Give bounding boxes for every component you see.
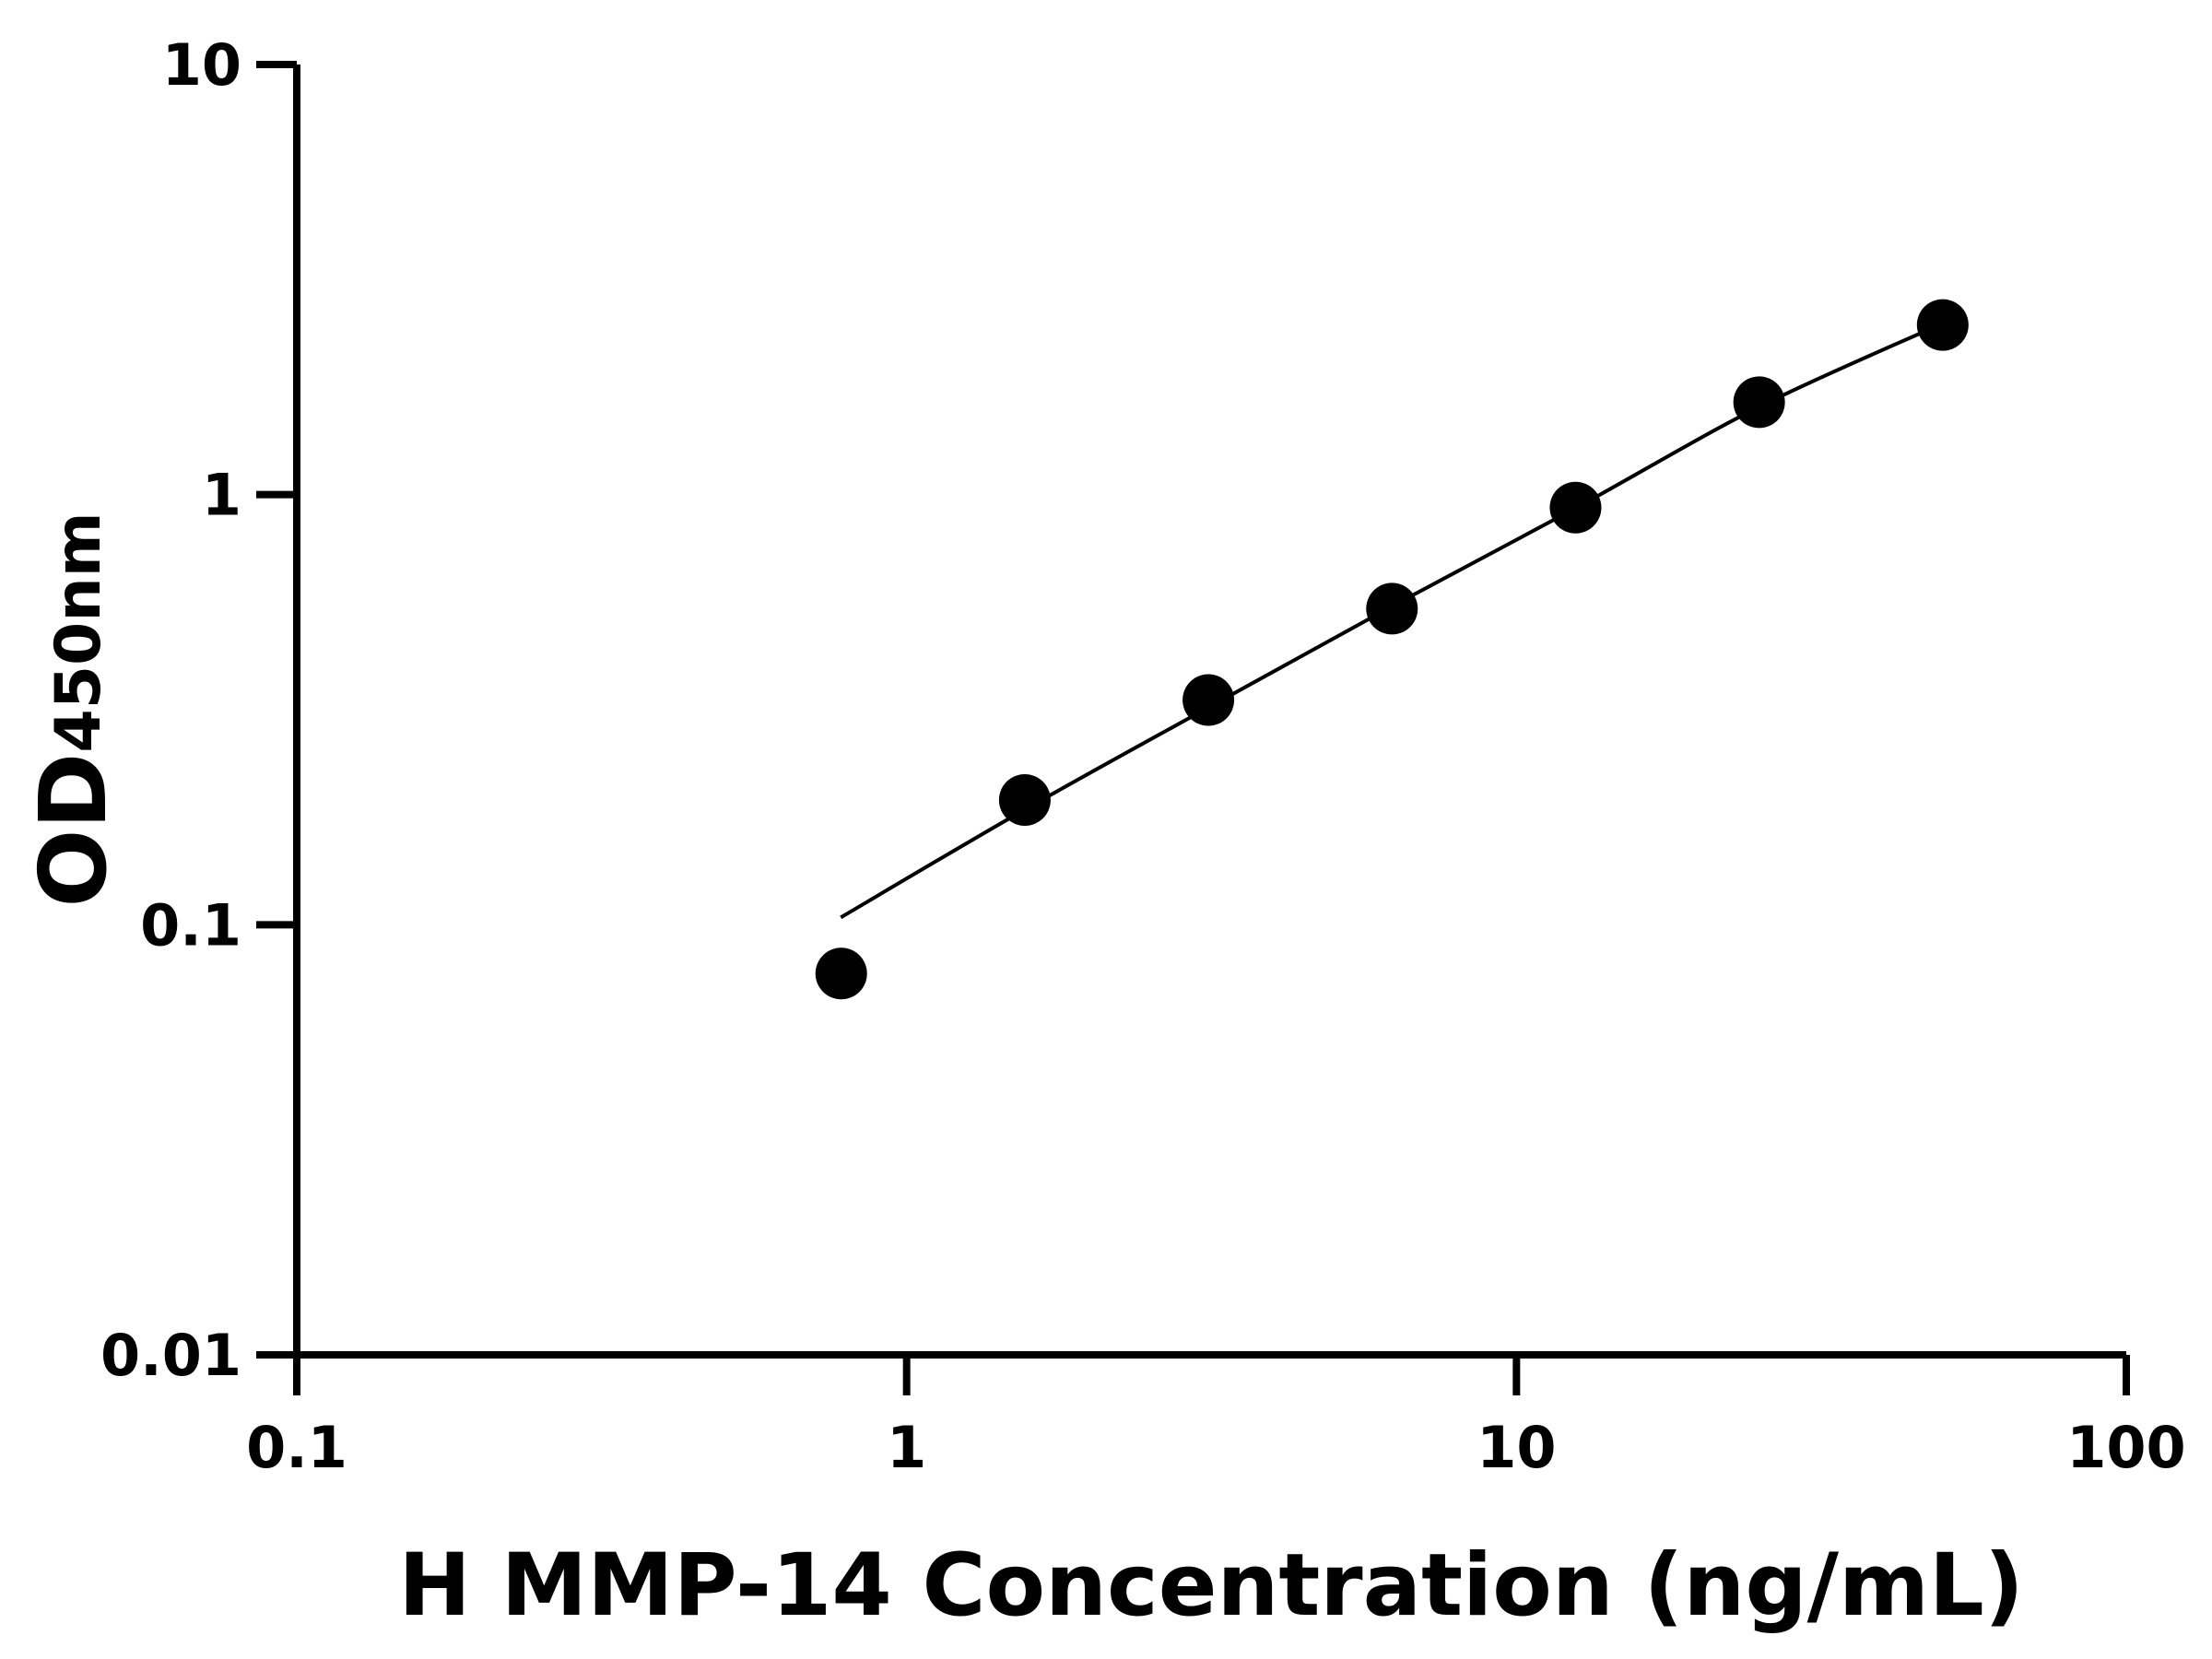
data-point	[998, 773, 1051, 826]
data-point	[1182, 674, 1235, 726]
data-point	[815, 947, 867, 1000]
data-point	[1733, 376, 1785, 429]
y-axis-label: OD450nm	[19, 512, 127, 907]
y-axis-label-main: OD	[19, 753, 127, 908]
x-tick-label: 0.1	[246, 1414, 347, 1481]
data-point	[1916, 299, 1969, 351]
y-axis-label-subscript: 450nm	[42, 512, 115, 752]
x-tick-label: 1	[887, 1414, 926, 1481]
data-points	[815, 299, 1969, 1000]
y-tick-label: 0.1	[140, 891, 241, 959]
data-point	[1549, 481, 1602, 534]
x-tick-label: 10	[1477, 1414, 1556, 1481]
data-point	[1366, 582, 1418, 635]
y-tick-label: 10	[162, 31, 241, 99]
y-tick-label: 1	[202, 462, 241, 529]
y-tick-label: 0.01	[100, 1322, 241, 1389]
x-axis-label: H MMP-14 Concentration (ng/mL)	[398, 1535, 2024, 1636]
x-tick-label: 100	[2066, 1414, 2185, 1481]
